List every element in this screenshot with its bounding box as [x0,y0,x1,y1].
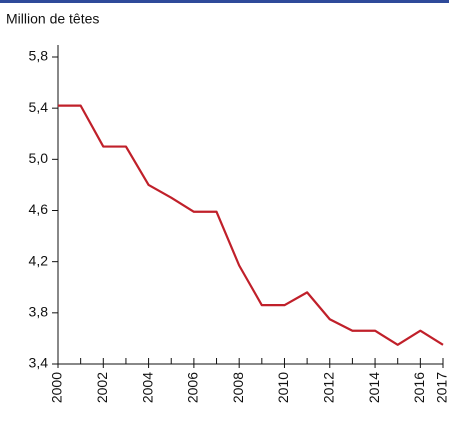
x-tick-label: 2000 [49,372,65,403]
x-tick-label: 2017 [434,372,449,403]
x-tick-label: 2008 [230,372,246,403]
data-line [58,104,444,346]
y-tick-label: 3,8 [29,304,49,320]
x-tick-label: 2002 [94,372,110,403]
x-tick-label: 2006 [185,372,201,403]
x-tick-label: 2012 [320,372,336,403]
y-tick-label: 4,2 [29,252,49,268]
x-tick-label: 2016 [411,372,427,403]
y-axis-title: Million de têtes [6,11,99,27]
y-tick-label: 5,8 [29,48,49,64]
y-tick-label: 5,0 [29,150,49,166]
y-tick-label: 3,4 [29,355,49,371]
y-tick-label: 4,6 [29,201,49,217]
x-tick-label: 2004 [139,372,155,403]
y-tick-label: 5,4 [29,99,49,115]
top-rule [0,0,449,3]
x-tick-label: 2010 [275,372,291,403]
x-tick-label: 2014 [366,372,382,403]
